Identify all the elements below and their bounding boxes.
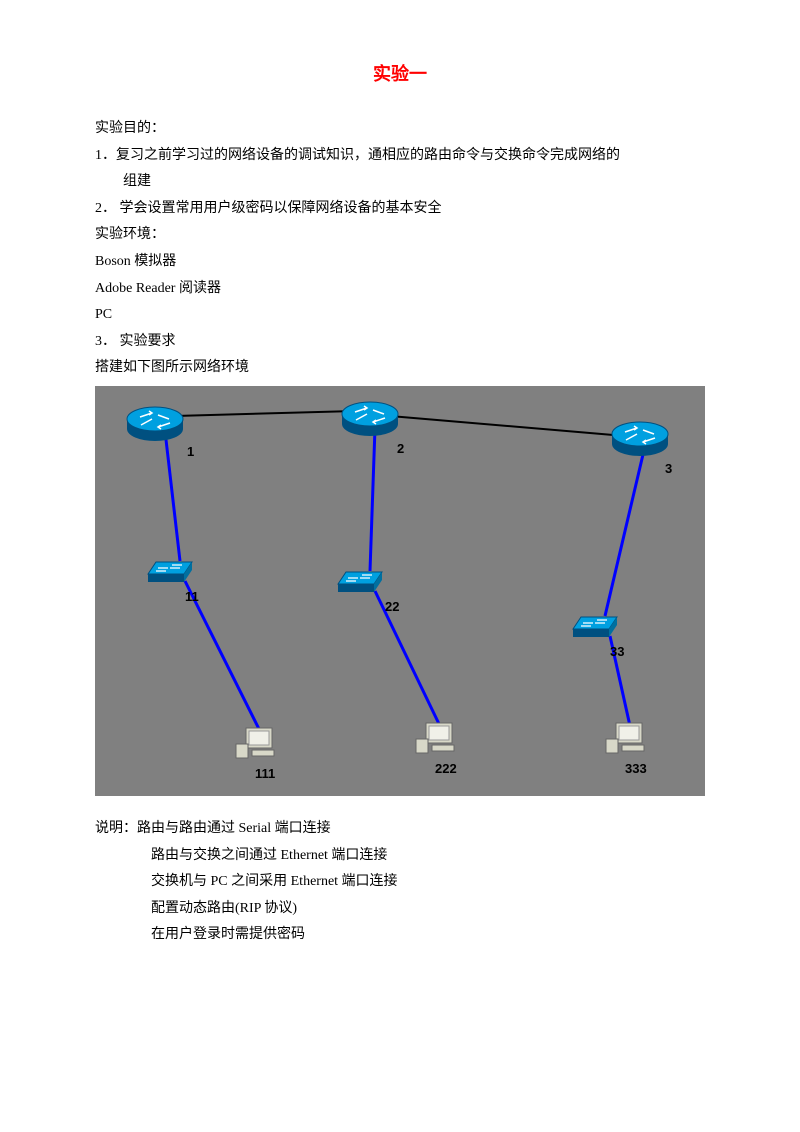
switch-label-33: 33: [610, 644, 624, 659]
pc-label-111: 111: [255, 766, 275, 781]
page-title: 实验一: [95, 60, 705, 86]
explain-line5: 在用户登录时需提供密码: [95, 922, 705, 949]
explain-line3: 交换机与 PC 之间采用 Ethernet 端口连接: [95, 869, 705, 896]
build-label: 搭建如下图所示网络环境: [95, 355, 705, 382]
item1-text1: 复习之前学习过的网络设备的调试知识，通相应的路由命令与交换命令完成网络的: [116, 148, 620, 163]
switch-label-22: 22: [385, 599, 399, 614]
explain-line2: 路由与交换之间通过 Ethernet 端口连接: [95, 843, 705, 870]
router-icon: [127, 407, 183, 441]
pc-label-222: 222: [435, 761, 457, 776]
router-label-3: 3: [665, 461, 672, 476]
item-1-line2: 组建: [95, 169, 705, 196]
switch-icon: [148, 562, 192, 582]
env-label: 实验环境：: [95, 222, 705, 249]
purpose-label: 实验目的：: [95, 116, 705, 143]
env-1: Boson 模拟器: [95, 249, 705, 276]
item-1-line1: 1．复习之前学习过的网络设备的调试知识，通相应的路由命令与交换命令完成网络的: [95, 143, 705, 170]
document-page: 实验一 实验目的： 1．复习之前学习过的网络设备的调试知识，通相应的路由命令与交…: [0, 0, 800, 989]
switch-icon: [338, 572, 382, 592]
switch-label-11: 11: [185, 589, 199, 604]
env-3: PC: [95, 302, 705, 329]
pc-icon: [606, 723, 644, 753]
pc-label-333: 333: [625, 761, 647, 776]
switch-icon: [573, 617, 617, 637]
env-2: Adobe Reader 阅读器: [95, 276, 705, 303]
pc-icon: [236, 728, 274, 758]
item1-num: 1．: [95, 148, 116, 163]
router-icon: [612, 422, 668, 456]
pc-icon: [416, 723, 454, 753]
router-icon: [342, 402, 398, 436]
router-label-2: 2: [397, 441, 404, 456]
router-label-1: 1: [187, 444, 194, 459]
item-3: 3． 实验要求: [95, 329, 705, 356]
item-2: 2． 学会设置常用用户级密码以保障网络设备的基本安全: [95, 196, 705, 223]
network-diagram: 1 2 3 11 22 33 111 222 333: [95, 386, 705, 796]
explain-line4: 配置动态路由(RIP 协议): [95, 896, 705, 923]
explain-line1: 说明：路由与路由通过 Serial 端口连接: [95, 816, 705, 843]
